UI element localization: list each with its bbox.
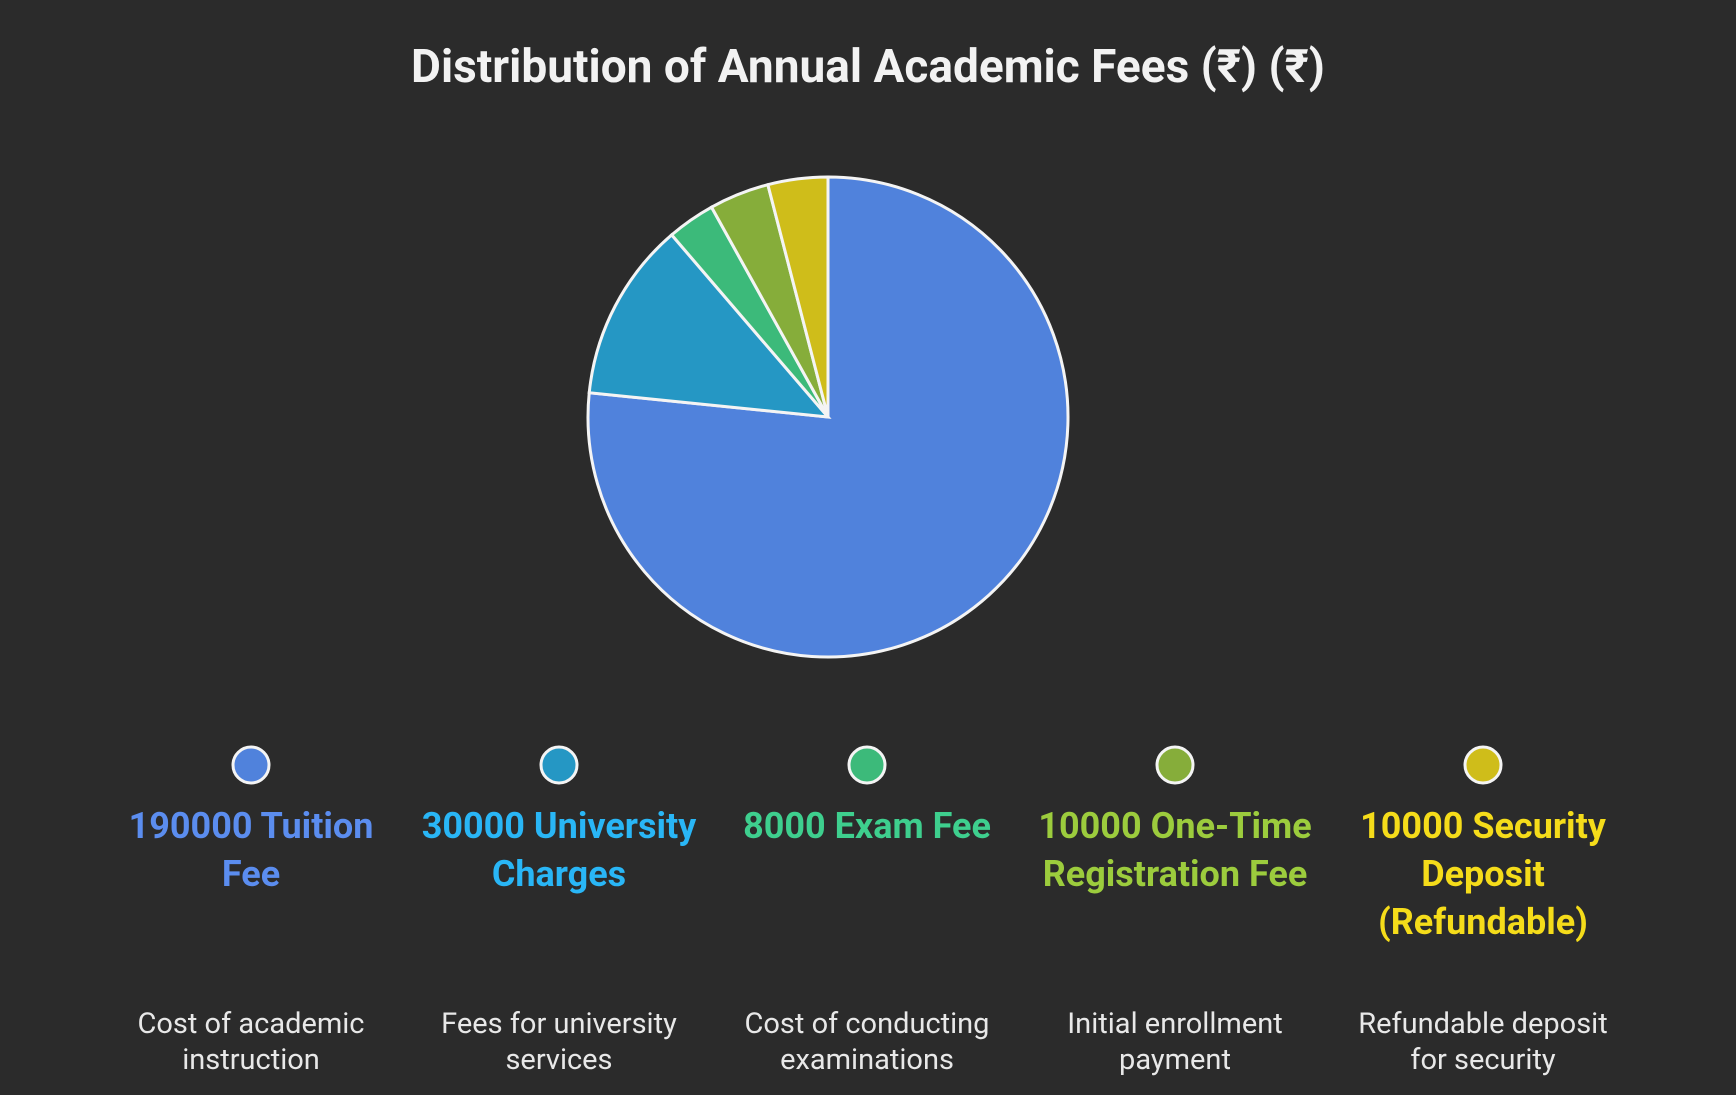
chart-title: Distribution of Annual Academic Fees (₹)… xyxy=(411,40,1325,94)
legend-label: 8000 Exam Fee xyxy=(743,805,991,847)
legend-label: 10000 Security Deposit (Refundable) xyxy=(1360,805,1606,943)
legend-marker xyxy=(847,745,887,785)
legend-description: Refundable deposit for security xyxy=(1358,1007,1608,1077)
legend-label: 10000 One-Time Registration Fee xyxy=(1038,805,1312,895)
legend-description: Cost of conducting examinations xyxy=(744,1007,990,1077)
pie-slice xyxy=(587,232,832,419)
legend-marker xyxy=(1463,745,1503,785)
pie-slice xyxy=(586,175,1070,659)
legend-label: 190000 Tuition Fee xyxy=(128,805,374,895)
legend-label: 30000 University Charges xyxy=(421,805,697,895)
legend-marker xyxy=(539,745,579,785)
legend-marker xyxy=(231,745,271,785)
pie-slice xyxy=(766,175,830,418)
legend-description: Initial enrollment payment xyxy=(1067,1007,1283,1077)
legend-description: Cost of academic instruction xyxy=(137,1007,365,1077)
legend-description: Fees for university services xyxy=(441,1007,677,1077)
legend-marker xyxy=(1155,745,1195,785)
